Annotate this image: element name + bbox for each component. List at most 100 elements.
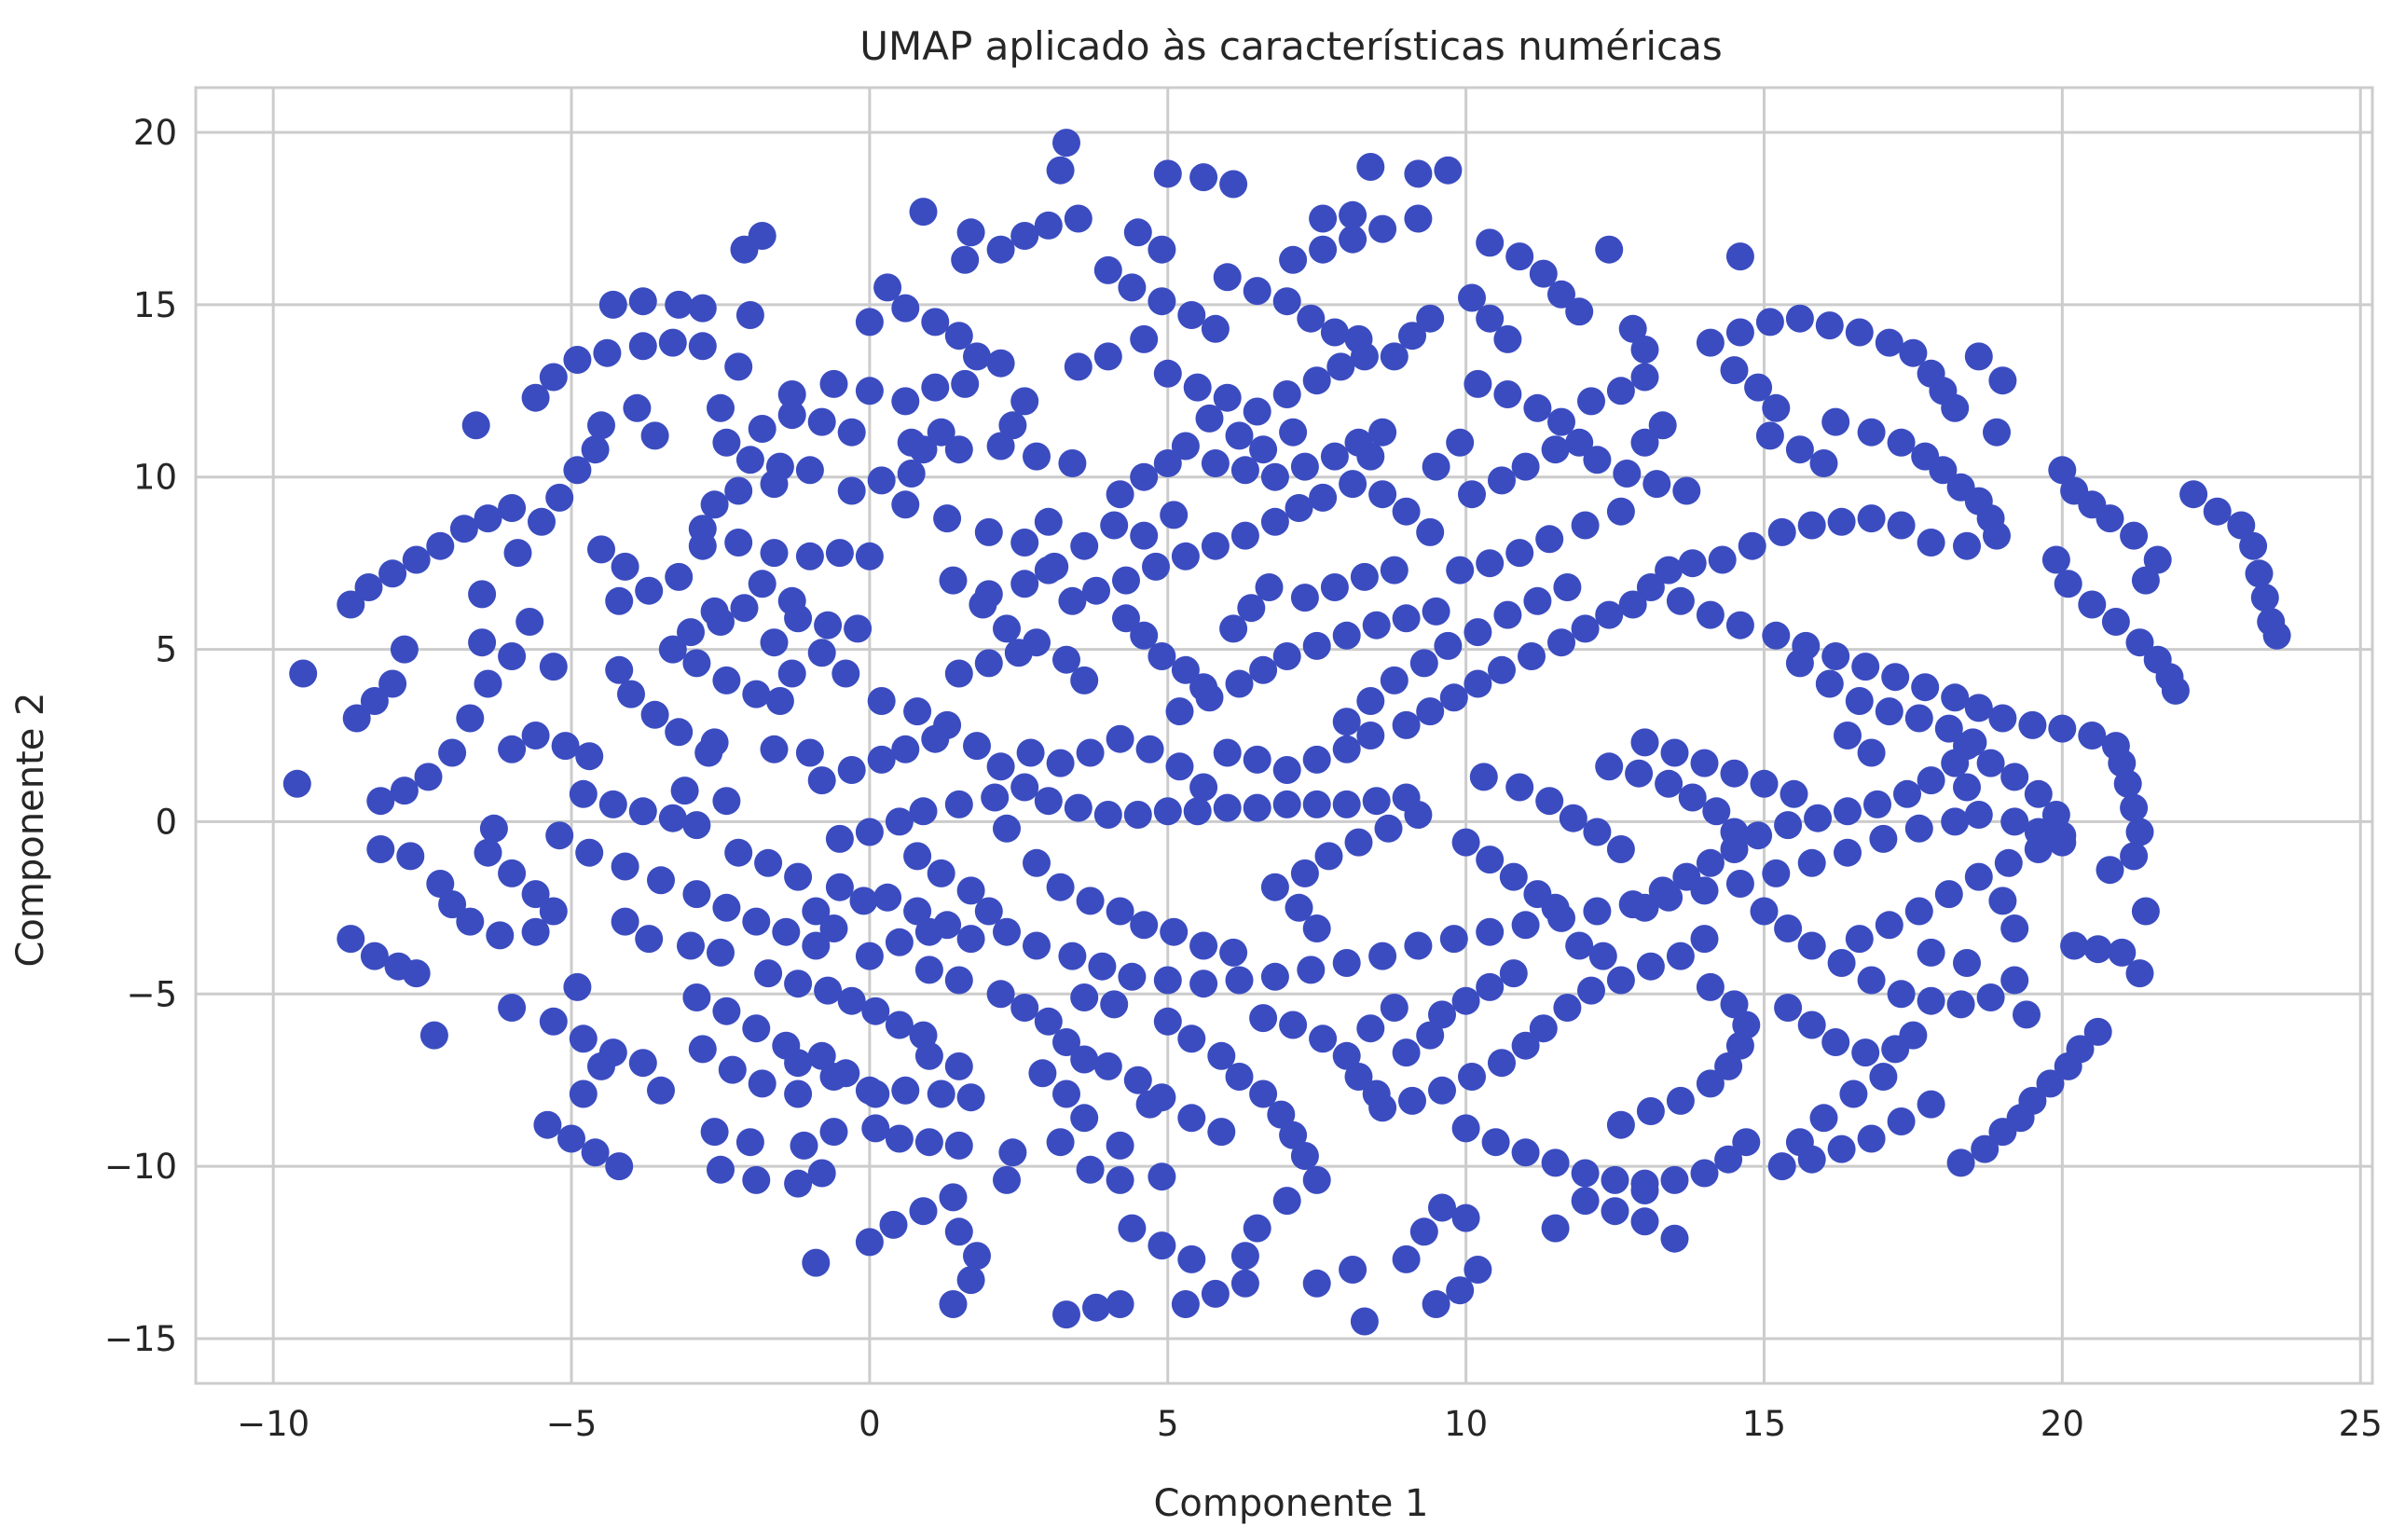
scatter-point (1320, 318, 1349, 347)
scatter-point (855, 1228, 884, 1257)
scatter-point (861, 1114, 890, 1143)
scatter-point (1285, 494, 1313, 522)
scatter-point (986, 980, 1015, 1009)
scatter-point (1339, 225, 1367, 254)
plot-frame (194, 86, 2374, 1385)
scatter-point (1064, 793, 1093, 822)
scatter-point (956, 1083, 985, 1112)
scatter-point (2113, 769, 2142, 798)
scatter-point (605, 586, 634, 615)
scatter-point (1797, 931, 1826, 960)
scatter-point (1804, 804, 1833, 832)
scatter-point (1953, 773, 1981, 802)
scatter-point (986, 235, 1015, 264)
scatter-point (1725, 318, 1754, 347)
scatter-point (647, 1076, 675, 1105)
scatter-point (1230, 1242, 1259, 1271)
scatter-point (1153, 359, 1182, 388)
scatter-point (1988, 704, 2017, 733)
scatter-point (1666, 942, 1695, 970)
scatter-point (1332, 708, 1361, 736)
scatter-point (1249, 1004, 1278, 1033)
scatter-point (1171, 1290, 1200, 1318)
scatter-point (1135, 735, 1164, 763)
x-tick-label: 0 (859, 1404, 881, 1444)
scatter-point (1655, 769, 1684, 798)
scatter-point (1356, 722, 1385, 749)
scatter-point (735, 301, 764, 329)
scatter-point (1588, 942, 1617, 970)
scatter-point (1464, 618, 1492, 647)
scatter-point (1529, 259, 1558, 288)
scatter-point (2066, 1035, 2095, 1064)
scatter-point (909, 1197, 938, 1226)
scatter-point (1875, 911, 1903, 940)
scatter-point (1344, 324, 1373, 353)
scatter-point (1994, 848, 2023, 877)
scatter-point (1112, 566, 1140, 595)
scatter-point (1446, 428, 1475, 457)
scatter-point (521, 880, 550, 909)
scatter-point (337, 590, 365, 619)
scatter-point (598, 290, 627, 319)
scatter-point (760, 470, 789, 499)
scatter-point (1887, 1107, 1916, 1135)
scatter-point (1326, 352, 1355, 381)
scatter-point (1660, 1224, 1689, 1253)
scatter-point (1523, 586, 1552, 615)
scatter-point (1821, 642, 1850, 670)
scatter-point (1714, 1052, 1743, 1080)
scatter-point (963, 1242, 991, 1271)
scatter-point (1213, 793, 1242, 822)
scatter-point (1571, 614, 1600, 643)
scatter-point (1076, 1155, 1105, 1184)
scatter-point (1458, 480, 1486, 509)
scatter-point (1207, 1118, 1236, 1147)
scatter-point (921, 724, 950, 753)
scatter-point (2125, 628, 2154, 657)
scatter-point (1428, 1076, 1456, 1105)
scatter-point (1857, 1124, 1886, 1153)
scatter-point (1153, 159, 1182, 188)
scatter-point (1088, 952, 1117, 981)
scatter-point (1476, 917, 1505, 946)
scatter-point (498, 859, 527, 887)
scatter-point (1010, 529, 1039, 557)
scatter-point (1553, 573, 1582, 601)
scatter-point (378, 669, 407, 698)
scatter-point (1356, 442, 1385, 471)
scatter-point (831, 659, 860, 688)
scatter-point (1356, 687, 1385, 715)
scatter-point (748, 415, 776, 443)
scatter-point (1309, 483, 1338, 512)
scatter-point (707, 393, 735, 422)
scatter-point (2120, 793, 2149, 822)
scatter-point (1040, 552, 1069, 581)
scatter-point (1827, 1134, 1856, 1163)
scatter-point (2101, 608, 2130, 636)
scatter-point (909, 198, 938, 227)
scatter-point (1118, 1214, 1147, 1243)
scatter-point (677, 931, 705, 960)
scatter-point (1302, 914, 1331, 942)
scatter-point (1046, 873, 1075, 901)
scatter-point (879, 1210, 908, 1239)
scatter-point (1362, 787, 1391, 816)
scatter-point (1148, 642, 1176, 670)
scatter-point (1976, 749, 2005, 777)
scatter-point (1857, 966, 1886, 995)
scatter-point (1297, 956, 1326, 984)
scatter-point (1416, 1021, 1445, 1050)
scatter-point (1750, 769, 1779, 798)
scatter-point (402, 545, 431, 574)
scatter-point (1213, 738, 1242, 767)
scatter-point (1422, 1290, 1450, 1318)
scatter-point (605, 655, 634, 684)
scatter-point (855, 308, 884, 337)
scatter-point (1344, 828, 1373, 857)
scatter-point (1302, 631, 1331, 660)
scatter-point (777, 380, 806, 408)
scatter-point (844, 614, 873, 643)
scatter-point (772, 917, 801, 946)
scatter-point (1434, 156, 1463, 185)
